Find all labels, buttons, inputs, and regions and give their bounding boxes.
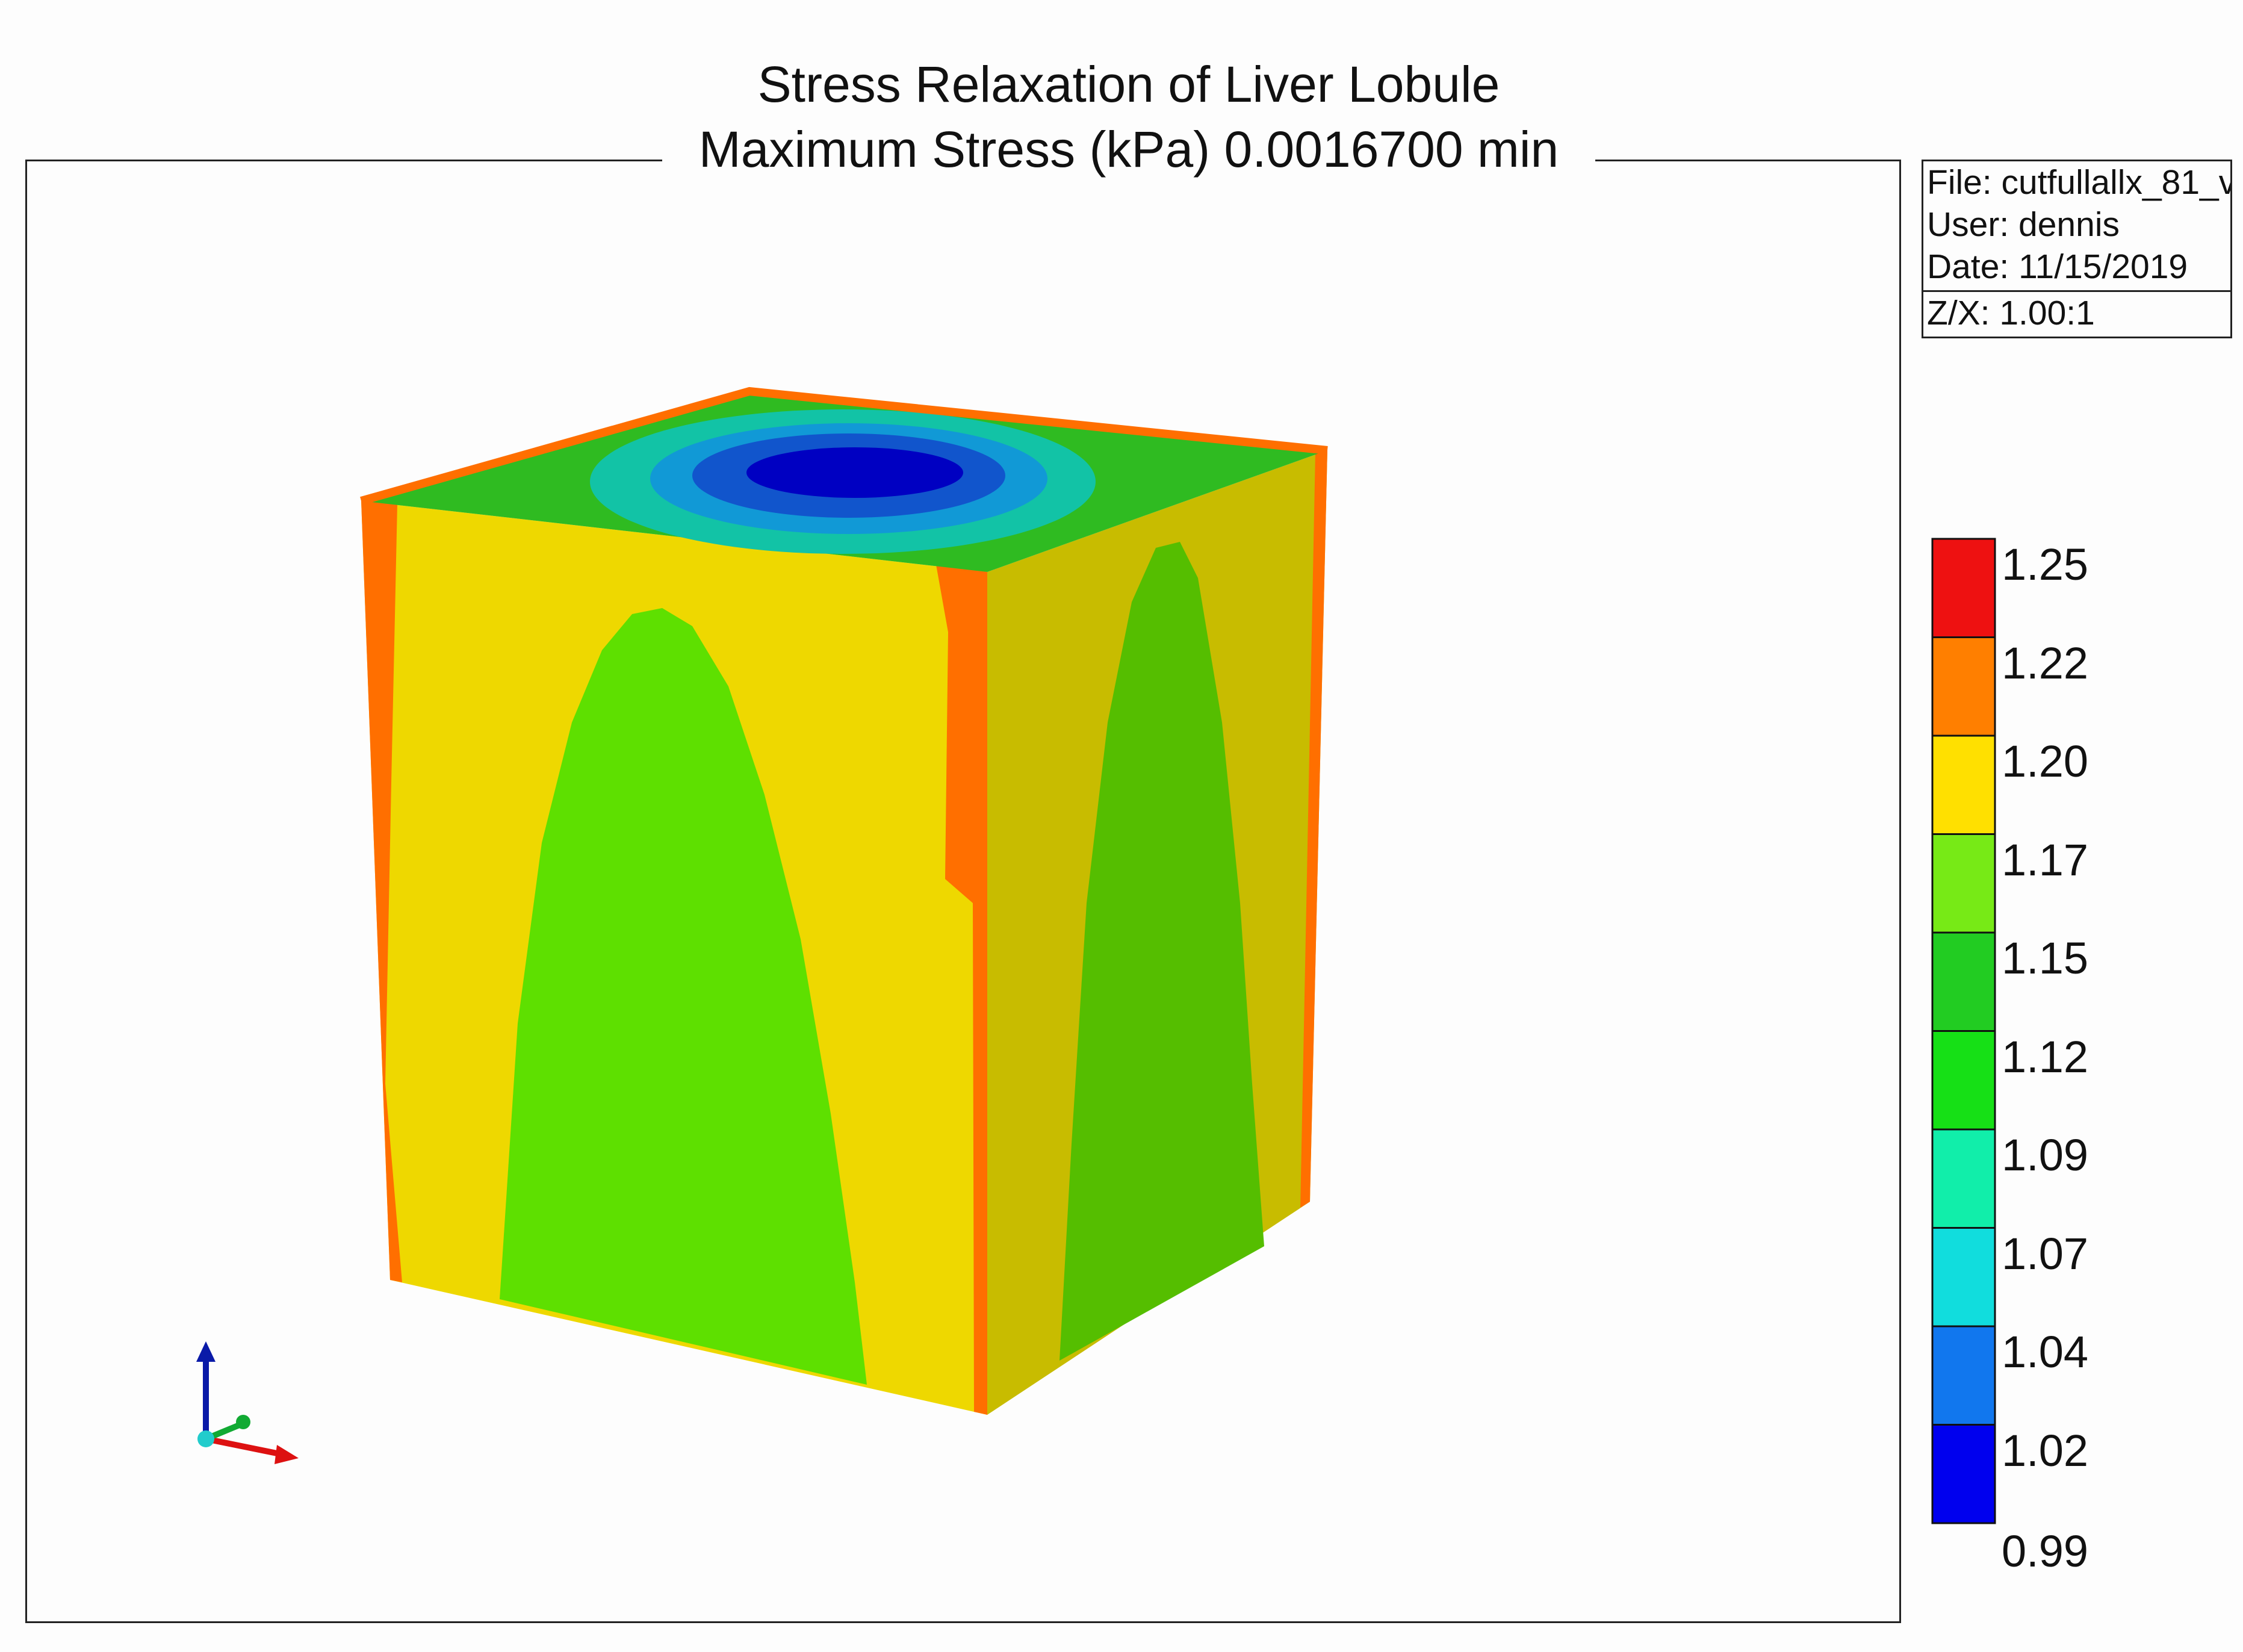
z-axis-arrowhead bbox=[196, 1341, 216, 1362]
info-divider bbox=[1923, 290, 2230, 292]
cube-front-right-edge bbox=[936, 565, 987, 1415]
cube-front-left-edge bbox=[361, 501, 402, 1282]
legend-cell bbox=[1931, 1325, 1996, 1426]
cube-front-green-region bbox=[500, 608, 867, 1385]
legend-cell bbox=[1931, 833, 1996, 934]
legend-cell bbox=[1931, 931, 1996, 1032]
axes-origin bbox=[197, 1430, 214, 1447]
title-line-2: Maximum Stress (kPa) 0.0016700 min bbox=[698, 121, 1559, 178]
cube-side-right-edge bbox=[1300, 450, 1327, 1208]
cube-side-green-region bbox=[1059, 542, 1264, 1361]
info-date: Date: 11/15/2019 bbox=[1927, 247, 2188, 286]
info-file: File: cutfullallx_81_v bbox=[1927, 163, 2232, 202]
legend-cell bbox=[1931, 636, 1996, 737]
legend-cell bbox=[1931, 538, 1996, 638]
x-axis-arrowhead bbox=[275, 1445, 299, 1464]
info-zx-ratio: Z/X: 1.00:1 bbox=[1927, 294, 2095, 332]
legend-cell bbox=[1931, 734, 1996, 835]
legend-cell bbox=[1931, 1424, 1996, 1524]
plot-title: Stress Relaxation of Liver Lobule Maximu… bbox=[662, 47, 1595, 178]
legend-cell bbox=[1931, 1030, 1996, 1131]
title-line-1: Stress Relaxation of Liver Lobule bbox=[757, 56, 1500, 113]
legend-color-bar[interactable] bbox=[1931, 538, 1996, 1524]
y-axis-tip bbox=[236, 1415, 250, 1429]
legend-cell bbox=[1931, 1227, 1996, 1328]
info-user: User: dennis bbox=[1927, 205, 2120, 244]
cube-top-edge bbox=[360, 387, 1328, 505]
info-panel: File: cutfullallx_81_v User: dennis Date… bbox=[1922, 160, 2232, 338]
axes-triad[interactable] bbox=[196, 1341, 299, 1464]
cube-top-darkblue-region bbox=[746, 447, 963, 498]
x-axis-line bbox=[205, 1436, 284, 1458]
legend-cell bbox=[1931, 1128, 1996, 1229]
